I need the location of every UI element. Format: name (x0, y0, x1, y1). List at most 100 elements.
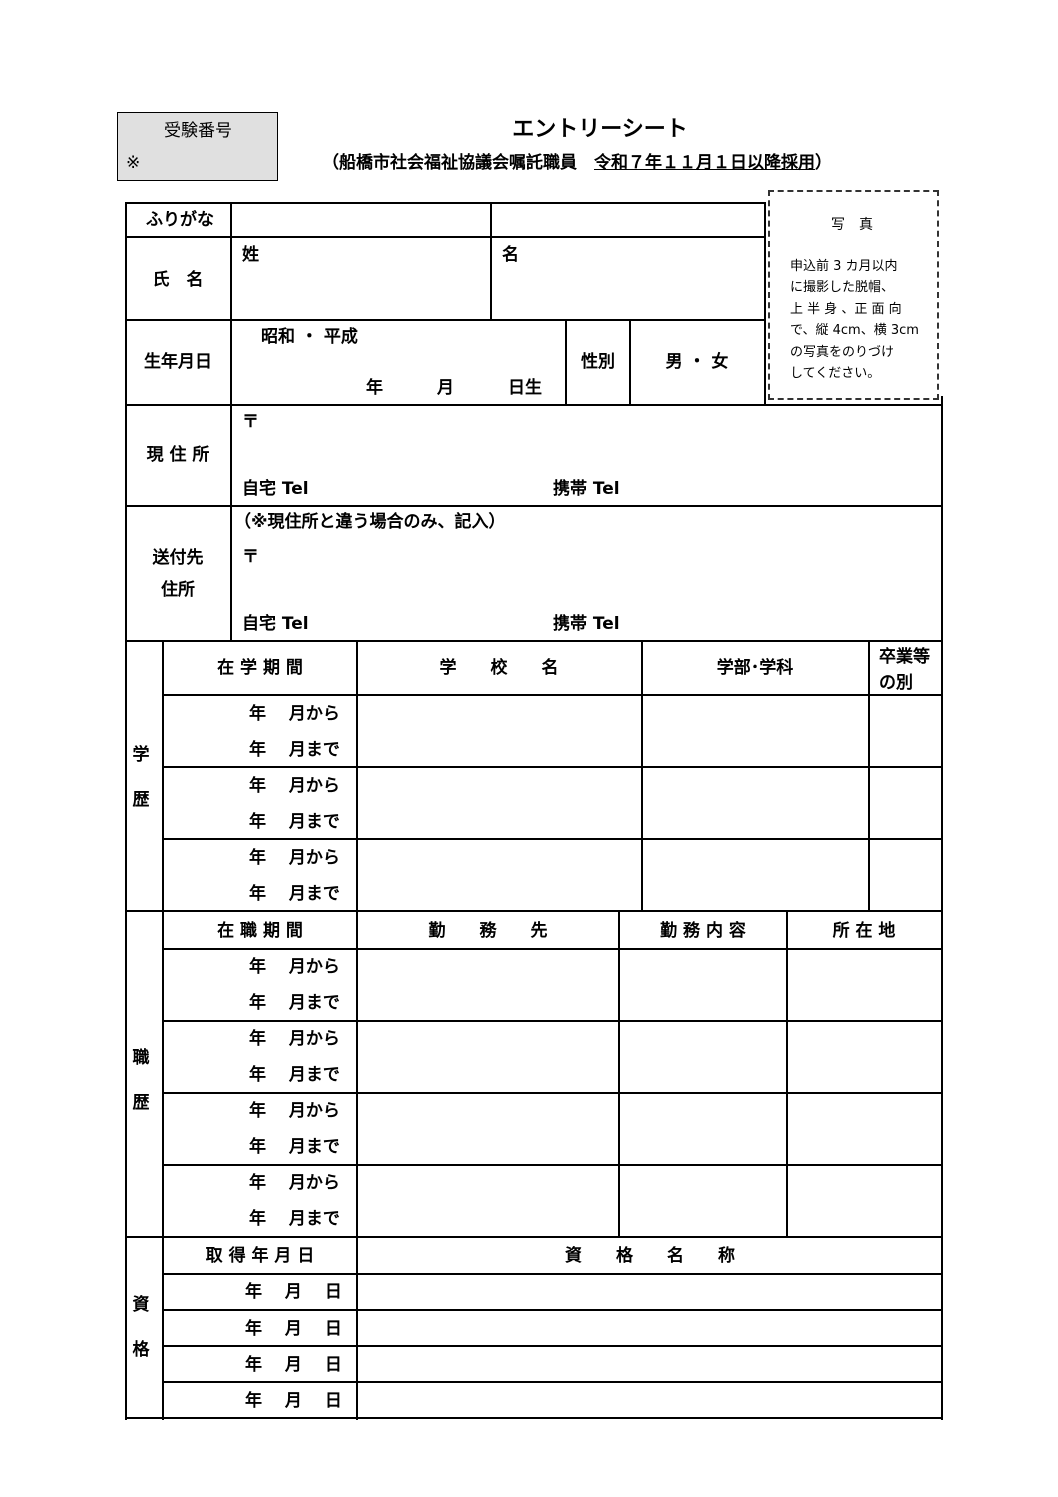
work-period-to: 年 月まで (249, 1065, 340, 1085)
postal-mark: 〒 (242, 547, 259, 567)
table-line (163, 766, 943, 768)
subtitle-prefix: （船橋市社会福祉協議会嘱託職員 (322, 153, 594, 173)
photo-instruction: してください。 (790, 366, 881, 381)
page-subtitle: （船橋市社会福祉協議会嘱託職員 令和７年１１月１日以降採用） (322, 153, 832, 173)
table-line (162, 640, 164, 1420)
sex-options[interactable]: 男 ・ 女 (665, 352, 729, 372)
sex-label: 性別 (581, 352, 615, 372)
given-name-input[interactable] (492, 238, 764, 319)
name-label: 氏 名 (152, 270, 204, 290)
photo-instruction: に撮影した脱帽、 (790, 280, 895, 295)
photo-box[interactable] (768, 190, 939, 400)
work-header-duties: 勤 務 内 容 (660, 921, 746, 941)
qualification-header-date: 取 得 年 月 日 (205, 1246, 315, 1266)
work-section-label: 職 (132, 1048, 150, 1068)
family-name-label: 姓 (242, 245, 259, 265)
table-line (126, 202, 766, 204)
work-header-employer: 勤 務 先 (428, 921, 548, 941)
mobile-tel-label: 携帯 Tel (553, 614, 620, 634)
subtitle-suffix: ） (815, 153, 832, 173)
furigana-label: ふりがな (146, 210, 214, 230)
table-line (230, 202, 232, 641)
work-header-location: 所 在 地 (832, 921, 896, 941)
birth-year-label: 年 (366, 378, 383, 398)
table-line (126, 505, 943, 507)
education-header-period: 在 学 期 間 (217, 658, 303, 678)
work-period-to: 年 月まで (249, 1209, 340, 1229)
table-line (490, 202, 492, 320)
exam-number-label: 受験番号 (164, 121, 232, 141)
work-period-from: 年 月から (249, 957, 340, 977)
table-line (941, 396, 943, 1420)
work-period-to: 年 月まで (249, 1137, 340, 1157)
table-line (764, 202, 766, 406)
family-name-input[interactable] (232, 238, 490, 319)
table-line (126, 1236, 943, 1238)
table-line (126, 910, 943, 912)
table-line (163, 948, 943, 950)
work-period-from: 年 月から (249, 1101, 340, 1121)
table-line (163, 1273, 943, 1275)
era-options[interactable]: 昭和 ・ 平成 (261, 327, 358, 347)
table-line (618, 910, 620, 1237)
table-line (126, 236, 766, 238)
table-line (786, 910, 788, 1237)
birthdate-label: 生年月日 (144, 352, 212, 372)
education-header-graduation: 卒業等 (879, 647, 930, 667)
address-input[interactable] (232, 406, 941, 505)
education-period-to: 年 月まで (249, 812, 340, 832)
furigana-given-input[interactable] (492, 204, 764, 236)
page-title: エントリーシート (512, 117, 688, 142)
mailing-note: （※現住所と違う場合のみ、記入） (234, 512, 506, 532)
exam-number-box (117, 112, 278, 181)
photo-title: 写 真 (831, 217, 873, 233)
table-line (163, 1309, 943, 1311)
photo-instruction: の写真をのりづけ (790, 345, 895, 360)
education-period-from: 年 月から (249, 704, 340, 724)
table-line (163, 1020, 943, 1022)
table-line (356, 640, 358, 1420)
mobile-tel-label: 携帯 Tel (553, 479, 620, 499)
mailing-address-label-2: 住所 (161, 580, 195, 600)
address-label: 現 住 所 (146, 445, 210, 465)
exam-number-mark: ※ (126, 153, 141, 173)
photo-instruction: 申込前 3 カ月以内 (790, 259, 898, 274)
education-header-graduation-2: の別 (879, 673, 913, 693)
table-line (565, 319, 567, 405)
qualification-date: 年 月 日 (245, 1355, 342, 1375)
postal-mark: 〒 (242, 412, 259, 432)
work-header-period: 在 職 期 間 (217, 921, 303, 941)
table-line (868, 640, 870, 911)
table-line (125, 202, 127, 1420)
table-line (126, 404, 943, 406)
photo-instruction: 上 半 身 、正 面 向 (790, 302, 902, 317)
mailing-address-label: 送付先 (152, 548, 204, 568)
furigana-family-input[interactable] (232, 204, 490, 236)
education-section-label: 学 (132, 745, 150, 765)
work-section-label: 歴 (132, 1093, 150, 1113)
home-tel-label: 自宅 Tel (242, 614, 309, 634)
table-line (629, 319, 631, 405)
given-name-label: 名 (502, 245, 519, 265)
table-line (163, 1381, 943, 1383)
work-period-to: 年 月まで (249, 993, 340, 1013)
birth-day-label: 日生 (508, 378, 542, 398)
education-period-to: 年 月まで (249, 740, 340, 760)
education-section-label: 歴 (132, 790, 150, 810)
table-line (126, 640, 943, 642)
education-header-faculty: 学部･学科 (716, 658, 794, 678)
education-period-from: 年 月から (249, 776, 340, 796)
qualification-date: 年 月 日 (245, 1282, 342, 1302)
work-period-from: 年 月から (249, 1173, 340, 1193)
qualification-date: 年 月 日 (245, 1391, 342, 1411)
qualification-date: 年 月 日 (245, 1319, 342, 1339)
education-period-from: 年 月から (249, 848, 340, 868)
qualification-header-name: 資 格 名 称 (565, 1246, 735, 1266)
birth-month-label: 月 (437, 378, 454, 398)
table-line (126, 319, 766, 321)
table-line (163, 1345, 943, 1347)
qualification-section-label: 資 (132, 1295, 150, 1315)
table-line (163, 694, 943, 696)
table-line (126, 1417, 943, 1419)
